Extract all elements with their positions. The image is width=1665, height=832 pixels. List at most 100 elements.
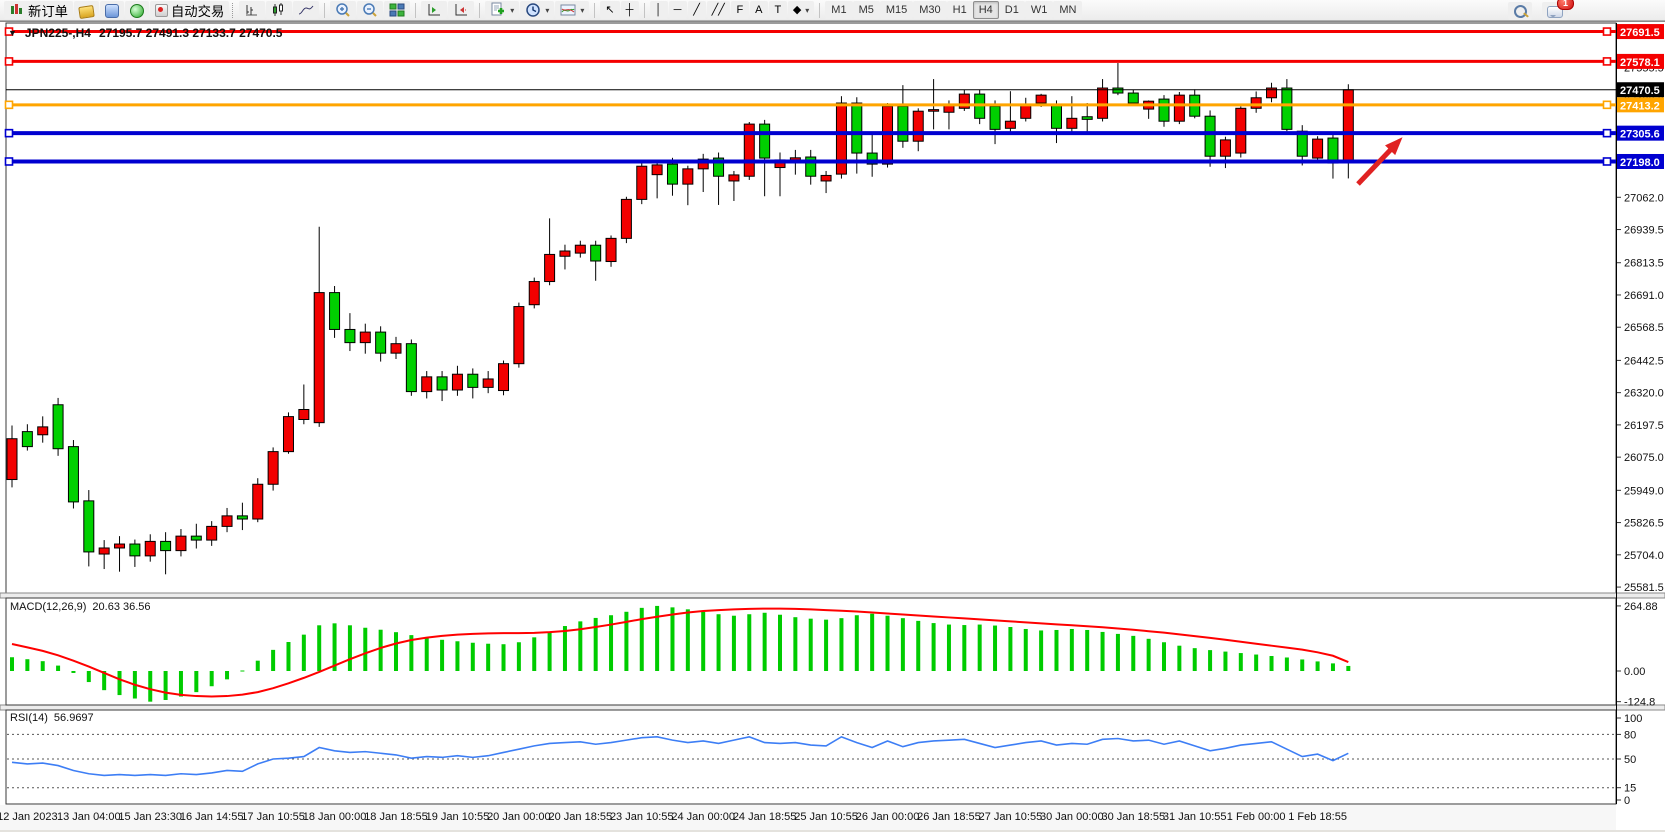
cursor-tool-button[interactable]: ↖ bbox=[600, 1, 620, 19]
zoom-in-icon bbox=[335, 2, 351, 18]
tile-windows-icon bbox=[389, 2, 405, 18]
templates-button[interactable]: ▾ bbox=[555, 1, 590, 19]
time-label: 24 Jan 00:00 bbox=[671, 811, 735, 823]
price-tick-label: 26568.5 bbox=[1624, 322, 1664, 334]
line-anchor[interactable] bbox=[4, 100, 14, 110]
macd-bar bbox=[1284, 657, 1289, 671]
line-anchor[interactable] bbox=[4, 57, 14, 66]
candle-down bbox=[590, 244, 602, 262]
candle-up bbox=[1097, 87, 1109, 119]
price-label-text: 27413.2 bbox=[1620, 100, 1660, 112]
candle-down bbox=[851, 102, 863, 154]
chart-shift-button[interactable] bbox=[448, 1, 475, 19]
price-pane[interactable] bbox=[5, 22, 1617, 594]
line-anchor[interactable] bbox=[4, 27, 14, 36]
candle-up bbox=[498, 363, 510, 392]
macd-bar bbox=[347, 625, 352, 671]
candle-down bbox=[52, 404, 64, 450]
auto-trading-button[interactable]: 自动交易 bbox=[149, 1, 230, 19]
channel-tool-button[interactable]: ╱╱ bbox=[706, 1, 730, 19]
timeframe-button-m5[interactable]: M5 bbox=[852, 1, 880, 19]
fibonacci-tool-button[interactable]: F bbox=[730, 1, 749, 19]
timeframe-button-w1[interactable]: W1 bbox=[1024, 1, 1054, 19]
macd-bar bbox=[1054, 629, 1059, 671]
line-anchor[interactable] bbox=[1602, 57, 1612, 66]
pane-separator[interactable] bbox=[0, 704, 1665, 711]
line-chart-button[interactable] bbox=[293, 1, 320, 19]
macd-values: 20.63 36.56 bbox=[92, 601, 151, 613]
candle-up bbox=[313, 292, 325, 424]
text-tool-button[interactable]: A bbox=[749, 1, 768, 19]
shapes-tool-button[interactable]: ◆ ▾ bbox=[787, 1, 815, 19]
rsi-line bbox=[11, 735, 1349, 777]
zoom-in-button[interactable] bbox=[330, 1, 357, 19]
timeframe-button-h1[interactable]: H1 bbox=[946, 1, 973, 19]
candle-up bbox=[1219, 139, 1231, 157]
time-label: 1 Feb 18:55 bbox=[1288, 811, 1347, 823]
arrow-annotation[interactable] bbox=[1356, 145, 1395, 186]
macd-bar bbox=[931, 623, 936, 671]
timeframe-button-m30[interactable]: M30 bbox=[913, 1, 947, 19]
vertical-line-icon: │ bbox=[655, 3, 662, 16]
dropdown-arrow-icon: ▾ bbox=[510, 5, 515, 15]
clock-icon bbox=[525, 2, 541, 18]
rsi-pane[interactable] bbox=[5, 709, 1617, 805]
time-label: 20 Jan 00:00 bbox=[487, 811, 551, 823]
line-anchor[interactable] bbox=[4, 128, 14, 138]
trendline-tool-button[interactable]: ╱ bbox=[687, 1, 706, 19]
toolbar-right-group: 1 bbox=[1508, 0, 1574, 21]
macd-bar bbox=[993, 625, 998, 671]
horizontal-line-tool-button[interactable]: ─ bbox=[668, 1, 687, 19]
arrow-annotation-head[interactable] bbox=[1385, 137, 1403, 156]
bar-chart-button[interactable] bbox=[239, 1, 266, 19]
macd-bar bbox=[900, 618, 905, 671]
tile-windows-button[interactable] bbox=[384, 1, 411, 19]
timeframe-button-d1[interactable]: D1 bbox=[998, 1, 1025, 19]
timeframe-button-h4[interactable]: H4 bbox=[972, 1, 999, 19]
signals-button[interactable] bbox=[124, 1, 149, 19]
candle-up bbox=[221, 515, 233, 527]
profile-button[interactable] bbox=[99, 1, 124, 19]
line-anchor[interactable] bbox=[4, 157, 14, 166]
periods-button[interactable]: ▾ bbox=[520, 1, 555, 19]
timeframe-button-mn[interactable]: MN bbox=[1053, 1, 1083, 19]
macd-bar bbox=[286, 642, 291, 671]
ohlc-values-label: 27195.7 27491.3 27133.7 27470.5 bbox=[98, 26, 283, 40]
notifications-button[interactable]: 1 bbox=[1542, 0, 1574, 20]
line-anchor[interactable] bbox=[1602, 157, 1612, 166]
line-anchor[interactable] bbox=[1602, 100, 1612, 110]
line-anchor[interactable] bbox=[1602, 27, 1612, 36]
time-axis[interactable]: 12 Jan 2023 13 Jan 04:00 15 Jan 23:30 16 Ja… bbox=[0, 805, 1616, 831]
vertical-line-tool-button[interactable]: │ bbox=[649, 1, 668, 19]
timeframe-button-m1[interactable]: M1 bbox=[825, 1, 853, 19]
label-tool-button[interactable]: T bbox=[768, 1, 787, 19]
toolbar-grip bbox=[232, 2, 236, 18]
macd-bar bbox=[1330, 663, 1335, 671]
search-button[interactable] bbox=[1508, 1, 1532, 20]
auto-scroll-button[interactable] bbox=[421, 1, 448, 19]
add-indicator-button[interactable]: ▾ bbox=[485, 1, 520, 19]
macd-bar bbox=[854, 615, 859, 671]
chart-dropdown-icon[interactable]: ▼ bbox=[8, 28, 17, 38]
crosshair-tool-button[interactable]: ┼ bbox=[620, 1, 639, 19]
macd-bar bbox=[624, 611, 629, 671]
candle-up bbox=[206, 525, 218, 541]
macd-bar bbox=[148, 671, 153, 702]
line-anchor[interactable] bbox=[1602, 128, 1612, 138]
candle-down bbox=[1081, 116, 1093, 120]
macd-bar bbox=[762, 612, 767, 671]
chart-canvas[interactable]: 27678.027555.527433.027307.027184.527062… bbox=[0, 22, 1665, 832]
zoom-out-button[interactable] bbox=[357, 1, 384, 19]
toolbar-separator bbox=[479, 2, 481, 18]
new-order-button[interactable]: 新订单 bbox=[4, 1, 73, 19]
candlestick-chart-button[interactable] bbox=[266, 1, 293, 19]
market-watch-button[interactable] bbox=[73, 1, 99, 19]
auto-scroll-icon bbox=[426, 2, 442, 18]
candle-up bbox=[1266, 87, 1278, 99]
candle-up bbox=[1250, 97, 1262, 109]
timeframe-button-m15[interactable]: M15 bbox=[879, 1, 914, 19]
price-tick-label: 27062.0 bbox=[1624, 192, 1664, 204]
time-label: 20 Jan 18:55 bbox=[548, 811, 613, 823]
pane-separator[interactable] bbox=[0, 592, 1665, 599]
macd-bar bbox=[516, 642, 521, 671]
